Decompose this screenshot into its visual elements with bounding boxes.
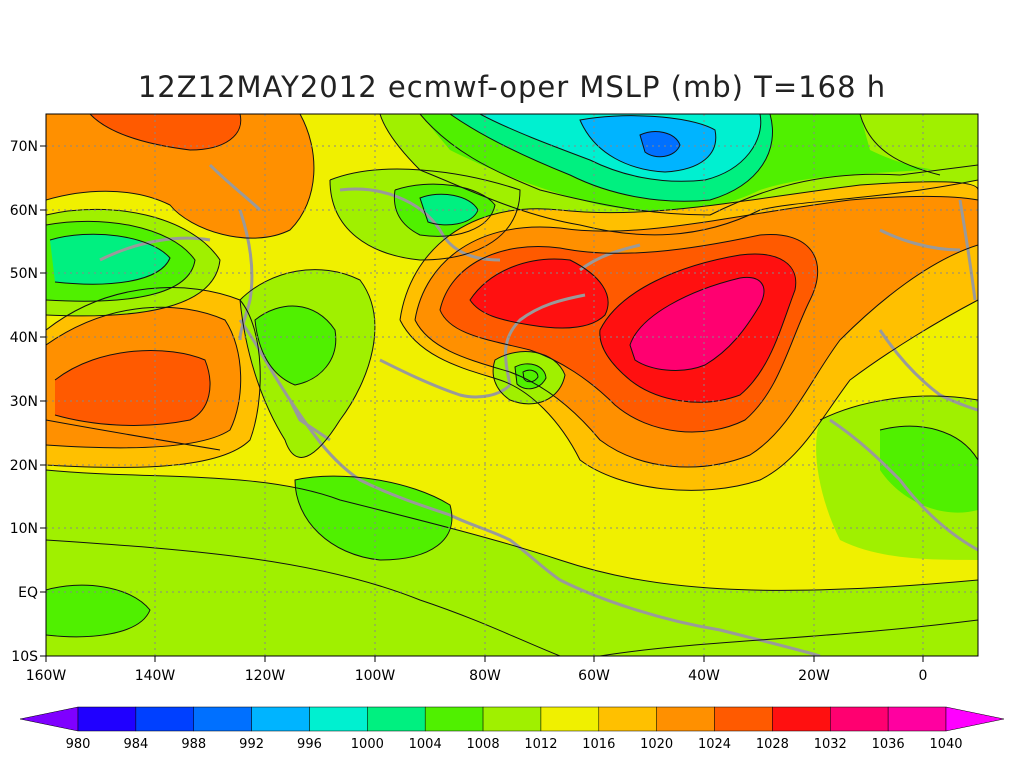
tropical-band [46,470,978,656]
colorbar-label: 1024 [698,737,731,752]
colorbar-swatch [482,706,542,732]
latitude-labels: 70N 60N 50N 40N 30N 20N 10N EQ 10S [10,139,38,665]
map-field [46,114,978,656]
colorbar-swatch [772,706,831,732]
colorbar-swatch [830,706,889,732]
north-pacific-red [90,114,241,150]
colorbar-label: 1008 [467,737,500,752]
canada-high-1028 [470,259,609,328]
colorbar-swatch [887,706,947,732]
colorbar-label: 1000 [351,737,384,752]
lat-label-70n: 70N [10,139,38,155]
isobars [46,114,978,656]
map-frame [45,113,979,657]
colorbar-swatch [251,706,310,732]
colorbar-label: 1040 [929,737,962,752]
atlantic-high-1032 [630,277,764,371]
colorbar-swatch [135,706,194,732]
colorbar-swatch [714,706,773,732]
colorbar-label: 1032 [814,737,847,752]
colorbar-label: 1028 [756,737,789,752]
lat-label-60n: 60N [10,203,38,219]
colorbar: 980 984 988 992 996 1000 1004 1008 1012 1016 1020 1… [19,706,1005,752]
lat-label-50n: 50N [10,266,38,282]
y-ticks [40,145,46,657]
coastlines [99,163,978,656]
lon-label-40w: 40W [688,668,720,684]
lat-label-20n: 20N [10,458,38,474]
lon-label-120w: 120W [245,668,286,684]
lat-label-eq: EQ [18,585,38,601]
equatorial-low [46,585,150,637]
colorbar-label: 1020 [640,737,673,752]
colorbar-label: 1004 [409,737,442,752]
graticule [46,114,978,656]
colorbar-swatch [598,706,657,732]
colorbar-swatch [367,706,426,732]
colorbar-swatch [424,706,484,732]
longitude-labels: 160W 140W 120W 100W 80W 60W 40W 20W 0 [26,668,928,684]
lat-label-10n: 10N [10,521,38,537]
lon-label-80w: 80W [469,668,501,684]
lon-label-0: 0 [919,668,928,684]
lon-label-20w: 20W [798,668,830,684]
x-ticks [45,656,924,662]
africa-low [880,426,978,513]
chart-title: 12Z12MAY2012 ecmwf-oper MSLP (mb) T=168 … [137,70,887,104]
north-pacific-orange [46,114,314,239]
colorbar-label: 1012 [524,737,557,752]
colorbar-label: 988 [181,737,206,752]
colorbar-label: 980 [66,737,91,752]
lat-label-30n: 30N [10,394,38,410]
lat-label-40n: 40N [10,330,38,346]
carolina-low-core [515,363,546,389]
east-atlantic-green [860,114,978,172]
lon-label-60w: 60W [578,668,610,684]
colorbar-label: 984 [123,737,148,752]
alaska-low-core [50,234,170,285]
colorbar-arrow-low [19,706,79,732]
western-us-low-core [255,306,336,385]
central-america-low [295,476,452,560]
colorbar-label: 992 [239,737,264,752]
colorbar-arrow-high [945,706,1005,732]
lon-label-140w: 140W [135,668,176,684]
colorbar-swatch [540,706,600,732]
colorbar-swatch [193,706,252,732]
colorbar-label: 1036 [872,737,905,752]
arctic-low-blue [640,131,680,157]
lon-label-100w: 100W [355,668,396,684]
colorbar-label: 996 [297,737,322,752]
colorbar-swatch [77,706,137,732]
colorbar-swatch [656,706,715,732]
pacific-high-core [55,350,210,426]
lon-label-160w: 160W [26,668,67,684]
colorbar-swatch [309,706,368,732]
colorbar-label: 1016 [582,737,615,752]
lat-label-10s: 10S [11,649,38,665]
